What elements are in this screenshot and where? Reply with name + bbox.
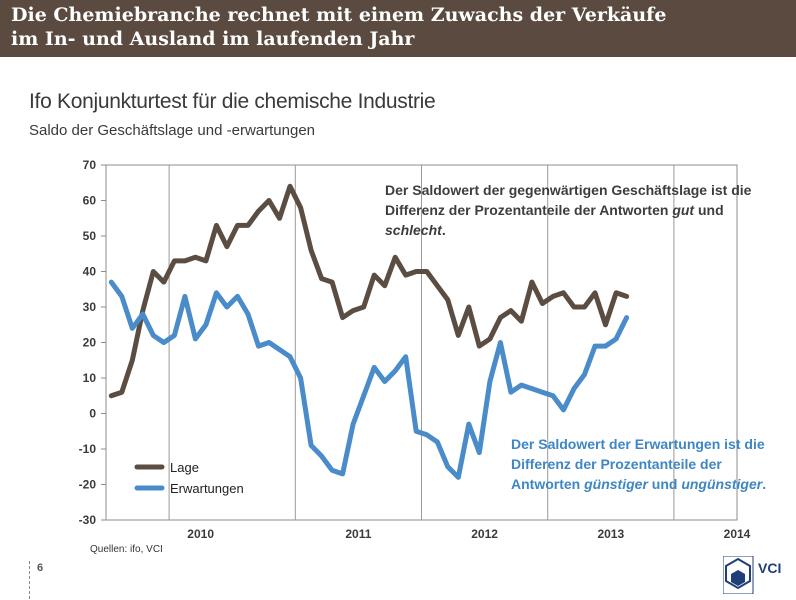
erwartungen-annotation: Der Saldowert der Erwartungen ist die Di… [511,434,786,494]
page-divider [29,561,30,599]
x-tick-label: 2014 [724,527,751,541]
y-tick-label: -10 [79,442,97,456]
x-tick-label: 2013 [597,527,624,541]
x-tick-label: 2011 [345,527,371,541]
erwartungen-annotation-italic-guenstiger: günstiger [584,476,648,492]
y-tick-label: 60 [83,194,97,208]
page-number: 6 [37,562,44,574]
source-note: Quellen: ifo, VCI [90,544,163,555]
series-line-lage [108,183,630,399]
chart-subtitle: Saldo der Geschäftslage und -erwartungen [29,122,316,139]
legend-label-lage: Lage [170,460,199,475]
erwartungen-annotation-text-1: Der Saldowert der Erwartungen ist die Di… [511,436,765,492]
x-tick-label: 2012 [471,527,498,541]
lage-annotation-italic-schlecht: schlecht [385,222,442,238]
banner-title-line-2: im In- und Ausland im laufenden Jahr [11,28,415,50]
vci-logo-text: VCI [758,560,782,576]
y-tick-label: 70 [83,158,97,172]
header-banner: Die Chemiebranche rechnet mit einem Zuwa… [0,0,796,57]
lage-annotation-text-1: Der Saldowert der gegenwärtigen Geschäft… [385,182,752,218]
y-tick-label: 0 [89,407,96,421]
vci-logo-icon [723,556,754,594]
banner-title: Die Chemiebranche rechnet mit einem Zuwa… [11,3,791,51]
y-tick-label: 30 [83,300,97,314]
lage-annotation: Der Saldowert der gegenwärtigen Geschäft… [385,180,780,240]
y-tick-label: 50 [83,229,97,243]
y-tick-label: -20 [79,478,97,492]
erwartungen-annotation-text-3: . [762,476,767,492]
lage-annotation-text-2: und [694,202,724,218]
chart-title: Ifo Konjunkturtest für die chemische Ind… [29,90,436,113]
erwartungen-annotation-text-2: und [647,476,682,492]
legend-label-erwartungen: Erwartungen [170,481,244,496]
lage-annotation-italic-gut: gut [672,202,695,218]
erwartungen-annotation-italic-unguenstiger: ungünstiger [681,476,763,492]
lage-annotation-text-3: . [441,222,446,238]
x-tick-label: 2010 [187,527,214,541]
y-tick-label: 40 [83,265,97,279]
y-tick-label: 10 [83,371,97,385]
y-tick-label: -30 [79,513,97,527]
y-tick-label: 20 [83,336,97,350]
series-line-erwartungen [108,279,630,480]
banner-title-line-1: Die Chemiebranche rechnet mit einem Zuwa… [11,4,667,26]
